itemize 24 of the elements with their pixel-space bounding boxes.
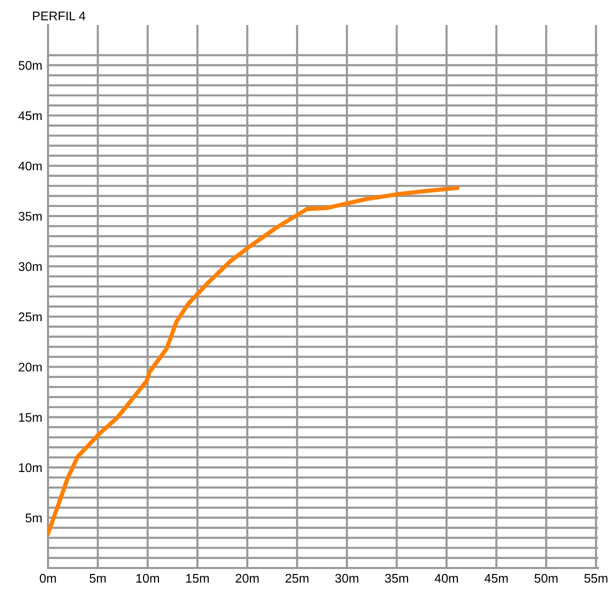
line-series: [48, 186, 460, 536]
x-tick-label: 0m: [40, 574, 56, 583]
x-tick-label: 40m: [434, 574, 458, 583]
x-tick-label: 10m: [136, 574, 159, 583]
y-tick-label: 15m: [19, 413, 42, 422]
x-tick-label: 15m: [186, 574, 209, 583]
y-tick-label: 25m: [18, 312, 42, 322]
x-tick-label: 35m: [385, 574, 408, 583]
y-tick-label: 35m: [18, 212, 42, 221]
x-tick-label: 55m: [584, 574, 608, 583]
x-tick-label: 20m: [236, 574, 259, 583]
y-tick-label: 20m: [18, 362, 42, 372]
y-tick-label: 50m: [18, 61, 42, 70]
y-tick-label: 40m: [18, 162, 42, 170]
y-tick-label: 5m: [26, 514, 42, 522]
x-tick-label: 25m: [286, 574, 308, 583]
x-tick-label: 50m: [534, 574, 558, 583]
x-tick-label: 5m: [90, 574, 106, 583]
y-tick-label: 45m: [18, 111, 42, 120]
x-tick-label: 45m: [484, 574, 508, 583]
x-tick-label: 30m: [335, 574, 358, 583]
chart-title: PERFIL 4: [33, 12, 86, 20]
y-tick-label: 10m: [19, 463, 42, 472]
y-tick-label: 30m: [18, 262, 42, 271]
